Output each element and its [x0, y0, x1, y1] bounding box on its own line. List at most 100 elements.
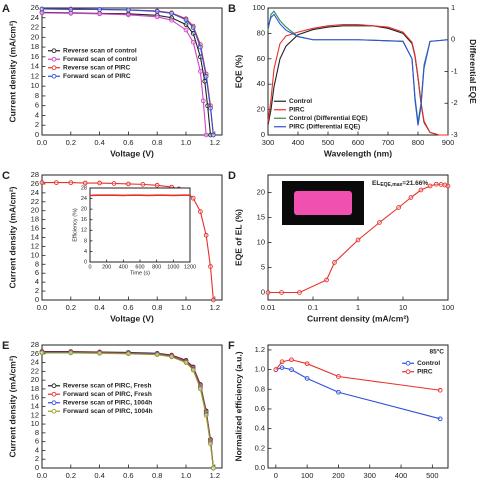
data-point: [279, 365, 285, 370]
x-tick-label: 0.2: [66, 303, 76, 312]
legend-label: Reverse scan of PIRC: [63, 64, 131, 71]
y-tick-label: 0: [35, 295, 39, 304]
data-point: [183, 360, 189, 365]
y-tick-label: 0.4: [255, 424, 265, 433]
x-tick-label: 0.2: [66, 471, 76, 480]
annotation-rest: =21.66%: [402, 180, 428, 187]
inset-background: [90, 188, 190, 262]
legend-label: PIRC: [289, 106, 305, 113]
y-tick-label: 24: [31, 13, 39, 22]
y-tick-label: 12: [31, 241, 39, 250]
panel-label: C: [2, 170, 10, 182]
x-tick-label: 100: [301, 471, 314, 480]
x-tick-label: 1200: [184, 264, 196, 270]
y-tick-label: 1.0: [255, 365, 265, 374]
x-tick-label: 400: [395, 471, 408, 480]
y-tick-label: 8: [35, 259, 39, 268]
data-point: [68, 11, 74, 16]
plot-frame: [41, 7, 223, 136]
legend-marker: [405, 369, 411, 375]
x-tick-label: 0.01: [261, 303, 276, 312]
data-point: [273, 367, 279, 372]
data-point: [208, 264, 213, 269]
y-tick-label: 16: [31, 224, 39, 233]
annotation: 85°C: [429, 348, 444, 356]
x-tick-label: 200: [102, 264, 111, 270]
data-point: [336, 374, 341, 379]
data-point: [169, 354, 174, 360]
photo-device: [294, 191, 352, 215]
legend-label: PIRC (Differential EQE): [289, 123, 360, 130]
x-tick-label: 0.8: [152, 471, 162, 480]
data-point: [39, 180, 45, 185]
data-point: [355, 237, 361, 243]
x-tick-label: 0.0: [37, 138, 47, 147]
y-tick-label: 2: [35, 120, 39, 129]
y-tick-label: 24: [31, 358, 39, 367]
y-axis-label: Current density (mA/cm²): [7, 20, 17, 122]
x-tick-label: 800: [152, 264, 161, 270]
data-point: [297, 290, 302, 295]
data-point: [445, 183, 451, 189]
y-tick-label: 20: [31, 206, 39, 215]
legend-label: Reverse scan of PIRC, 1004h: [63, 399, 152, 406]
data-point: [169, 11, 174, 16]
y-tick-label: 2: [35, 454, 39, 463]
y-tick-label: 24: [81, 196, 87, 202]
plot-frame: [89, 187, 191, 263]
x-tick-label: 0.1: [308, 303, 318, 312]
y-tick-label: 6: [35, 101, 39, 110]
data-point: [438, 182, 444, 187]
data-point: [289, 357, 294, 363]
data-point: [183, 17, 189, 23]
data-point: [202, 78, 208, 84]
data-point: [82, 180, 88, 186]
data-point: [203, 132, 209, 138]
legend-label: Control: [289, 98, 312, 105]
data-point: [437, 387, 443, 393]
data-point: [377, 220, 382, 225]
y-tick-label: 20: [257, 105, 265, 114]
x-tick-label: 0.4: [94, 138, 104, 147]
data-point: [126, 181, 131, 187]
data-point: [68, 7, 74, 12]
y-tick-label: 26: [31, 349, 39, 358]
y-tick-label: 8: [35, 428, 39, 437]
data-point: [208, 441, 213, 447]
y-tick-label: 0.6: [255, 404, 265, 413]
y-tick-label: 20: [81, 207, 87, 213]
data-point: [97, 180, 102, 186]
y2-tick-label: -3: [451, 130, 458, 139]
x-tick-label: 1.2: [210, 138, 220, 147]
y2-tick-label: 1: [451, 3, 455, 12]
x-axis-label: Wavelength (nm): [324, 148, 392, 158]
data-point: [68, 350, 74, 356]
x-tick-label: 1.2: [210, 471, 220, 480]
x-tick-label: 1.0: [181, 138, 191, 147]
y-tick-label: 6: [35, 268, 39, 277]
data-point: [203, 74, 209, 79]
legend-label: Forward scan of PIRC, Fresh: [63, 391, 152, 398]
data-point: [190, 367, 196, 373]
data-point: [198, 44, 203, 50]
y-tick-label: 22: [31, 197, 39, 206]
legend-label: Forward scan of PIRC: [63, 73, 131, 80]
legend-label: PIRC: [417, 368, 433, 375]
legend-marker: [51, 73, 57, 79]
data-point: [408, 195, 414, 200]
x-tick-label: 500: [426, 471, 439, 480]
data-point: [208, 105, 213, 111]
x-tick-label: 1.2: [210, 303, 220, 312]
legend-marker: [51, 65, 57, 71]
data-point: [126, 12, 131, 18]
x-tick-label: 500: [322, 138, 335, 147]
x-tick-label: 1.0: [181, 471, 191, 480]
y-tick-label: 10: [257, 237, 265, 246]
data-point: [54, 180, 59, 185]
panel-label: D: [228, 170, 236, 182]
data-point: [190, 25, 196, 30]
y-tick-label: 100: [252, 3, 265, 12]
legend-label: Control: [417, 360, 440, 367]
y-tick-label: 2: [35, 286, 39, 295]
x-tick-label: 600: [352, 138, 365, 147]
